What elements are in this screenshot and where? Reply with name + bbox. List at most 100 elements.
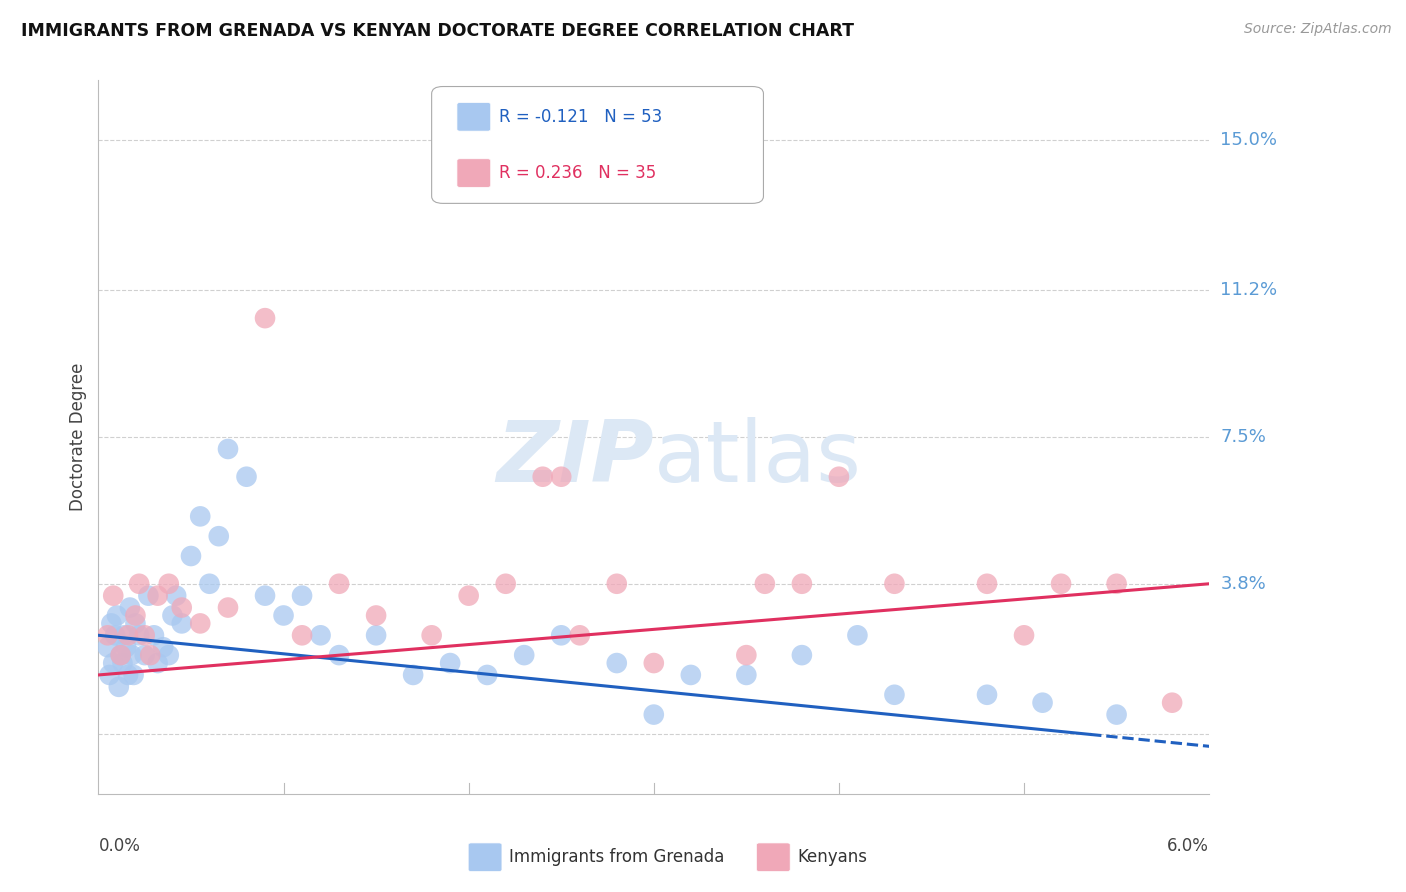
Text: 15.0%: 15.0% <box>1220 131 1277 149</box>
Point <box>107 680 129 694</box>
Text: 0.0%: 0.0% <box>98 837 141 855</box>
Point <box>103 656 125 670</box>
Point <box>790 576 813 591</box>
Text: Immigrants from Grenada: Immigrants from Grenada <box>509 848 724 866</box>
Y-axis label: Doctorate Degree: Doctorate Degree <box>69 363 87 511</box>
Point <box>513 648 536 662</box>
Point <box>111 656 134 670</box>
Point <box>134 648 156 662</box>
Point <box>217 442 239 456</box>
Point <box>139 648 162 662</box>
Point <box>170 616 193 631</box>
Point <box>366 608 388 623</box>
Point <box>883 688 905 702</box>
Point <box>121 648 143 662</box>
Text: R = -0.121   N = 53: R = -0.121 N = 53 <box>499 108 662 126</box>
Point <box>170 600 193 615</box>
Point <box>254 311 277 326</box>
Point <box>104 628 127 642</box>
Point <box>134 628 156 642</box>
Point <box>976 688 998 702</box>
Point <box>1050 576 1073 591</box>
Point <box>217 600 239 615</box>
Point <box>439 656 461 670</box>
Text: Kenyans: Kenyans <box>797 848 868 866</box>
Point <box>976 576 998 591</box>
Point <box>273 608 295 623</box>
Text: atlas: atlas <box>654 417 862 500</box>
Point <box>146 656 169 670</box>
Point <box>152 640 174 655</box>
Point <box>146 589 169 603</box>
Point <box>754 576 776 591</box>
Point <box>550 469 572 483</box>
Point <box>883 576 905 591</box>
Text: IMMIGRANTS FROM GRENADA VS KENYAN DOCTORATE DEGREE CORRELATION CHART: IMMIGRANTS FROM GRENADA VS KENYAN DOCTOR… <box>21 22 853 40</box>
Point <box>328 648 350 662</box>
Text: 7.5%: 7.5% <box>1220 428 1267 446</box>
Text: R = 0.236   N = 35: R = 0.236 N = 35 <box>499 164 657 182</box>
Point <box>1032 696 1054 710</box>
Point <box>309 628 332 642</box>
Point <box>1012 628 1035 642</box>
Point <box>1105 707 1128 722</box>
Point <box>110 648 132 662</box>
Text: 3.8%: 3.8% <box>1220 574 1265 593</box>
Point <box>98 668 121 682</box>
Point <box>165 589 187 603</box>
Point <box>643 656 665 670</box>
Point <box>143 628 166 642</box>
Point <box>475 668 499 682</box>
Point <box>103 589 125 603</box>
Point <box>1105 576 1128 591</box>
Point <box>128 576 150 591</box>
Point <box>790 648 813 662</box>
Point <box>162 608 184 623</box>
Point <box>97 640 120 655</box>
Point <box>100 616 122 631</box>
Text: Source: ZipAtlas.com: Source: ZipAtlas.com <box>1244 22 1392 37</box>
Point <box>679 668 702 682</box>
Point <box>188 509 211 524</box>
Point <box>122 668 145 682</box>
Point <box>457 589 479 603</box>
Point <box>328 576 350 591</box>
Point <box>291 628 314 642</box>
Point <box>828 469 851 483</box>
Text: ZIP: ZIP <box>496 417 654 500</box>
Point <box>110 648 132 662</box>
Point <box>531 469 554 483</box>
Point <box>105 608 128 623</box>
Point <box>606 656 628 670</box>
Point <box>157 576 180 591</box>
Point <box>124 608 146 623</box>
Point <box>117 668 139 682</box>
Point <box>112 628 135 642</box>
Point <box>208 529 231 543</box>
Point <box>97 628 120 642</box>
Text: 11.2%: 11.2% <box>1220 281 1278 300</box>
Point <box>643 707 665 722</box>
Point <box>157 648 180 662</box>
Point <box>188 616 211 631</box>
Point <box>568 628 591 642</box>
Point <box>495 576 517 591</box>
Point <box>402 668 425 682</box>
Point <box>117 628 139 642</box>
Point <box>606 576 628 591</box>
Point <box>138 589 160 603</box>
Point <box>1161 696 1184 710</box>
Point <box>735 648 758 662</box>
Point <box>198 576 221 591</box>
Point <box>128 628 150 642</box>
Point <box>550 628 572 642</box>
Point <box>124 616 146 631</box>
Point <box>846 628 869 642</box>
Point <box>735 668 758 682</box>
Point <box>254 589 277 603</box>
Point <box>118 600 141 615</box>
Point <box>235 469 257 483</box>
Point <box>291 589 314 603</box>
Point <box>420 628 443 642</box>
Text: 6.0%: 6.0% <box>1167 837 1209 855</box>
